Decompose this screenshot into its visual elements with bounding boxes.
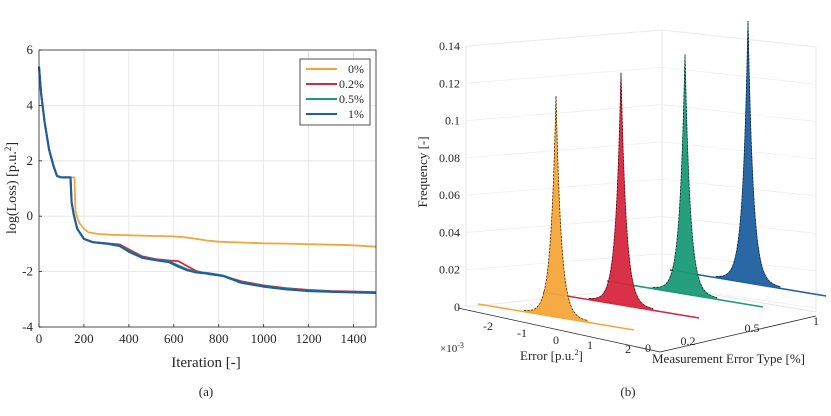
y-tick-label: 0 [27, 208, 34, 223]
wall-grid [661, 104, 817, 122]
x-tick-label: 0 [36, 331, 43, 346]
y-tick-label: -2 [22, 264, 33, 279]
x-axis-line [457, 307, 661, 353]
z-tick-label: 0.08 [439, 151, 460, 165]
tick-labels: 0 200 400 600 800 1000 1200 1400 -4 -2 0 2 4 6 [22, 42, 366, 346]
y-axis-label: log(Loss) [p.u.2] [3, 142, 20, 234]
z-tick-label: 0.04 [439, 225, 460, 239]
panel-label-b: (b) [620, 384, 635, 399]
z-tick-label: 0.14 [439, 39, 460, 53]
peak-0 [523, 95, 589, 322]
histogram-3d-chart: 00.020.040.060.080.10.120.14-2 -1 0 1 2 0 0.20… [415, 20, 827, 399]
x-tick-label: 1400 [341, 331, 367, 346]
x-tick-label: -1 [517, 326, 527, 340]
fit-curve [589, 72, 654, 309]
y-tick-label: 1 [813, 314, 819, 328]
x-tick-label: 1 [587, 338, 593, 352]
y-axis-label: Measurement Error Type [%] [652, 351, 805, 366]
x-tick-label: 600 [164, 331, 184, 346]
y-tick-label: 2 [27, 153, 34, 168]
x-tick-label: -2 [483, 319, 493, 333]
legend-label: 0.5% [339, 92, 364, 106]
legend-label: 0.2% [339, 77, 364, 91]
fit-curve [653, 54, 718, 298]
fit-curve [715, 20, 781, 287]
z-tick-label: 0.12 [439, 76, 460, 90]
tick-labels: 00.020.040.060.080.10.120.14-2 -1 0 1 2 0 0.20… [439, 39, 819, 356]
y-tick-label: -4 [22, 319, 33, 334]
loss-chart: 0 200 400 600 800 1000 1200 1400 -4 -2 0 2 4 6 Iterat… [3, 42, 377, 399]
y-axis-line [659, 315, 817, 353]
peak-0.2 [588, 72, 654, 310]
y-tick-label: 0.2 [681, 334, 696, 348]
base-ribbon [542, 291, 700, 319]
distribution-peaks [477, 20, 827, 331]
x-tick-label: 0 [553, 333, 559, 347]
fit-curve [523, 95, 589, 322]
base-ribbon [477, 303, 635, 331]
peak-0.5 [652, 54, 718, 299]
x-tick-label: 200 [74, 331, 94, 346]
wall-grid [465, 141, 663, 159]
x-tick-label: 2 [625, 342, 631, 356]
wall-grid [661, 66, 817, 85]
axes-box [38, 49, 377, 328]
series-line-4 [37, 66, 377, 294]
wall-grid [661, 29, 817, 48]
z-tick-label: 0.02 [439, 263, 460, 277]
wall-grid [465, 29, 663, 47]
wall-grid [465, 178, 663, 196]
z-axis-label: Frequency [-] [415, 136, 430, 207]
series-lines [37, 66, 377, 294]
z-tick-label: 0.06 [439, 188, 460, 202]
z-tick-label: 0.1 [445, 114, 460, 128]
z-tick-label: 0 [454, 300, 460, 314]
x-axis-label: Error [p.u.2] [520, 348, 583, 363]
wall-grid [465, 104, 663, 121]
x-tick-label: 1200 [296, 331, 322, 346]
x-axis-label: Iteration [-] [171, 355, 241, 371]
panel-label-a: (a) [199, 384, 213, 399]
x-tick-label: 1000 [251, 331, 277, 346]
wall-grid [465, 66, 663, 84]
y-tick-label: 0.5 [745, 321, 760, 335]
x-multiplier: ×10-3 [440, 341, 464, 355]
x-tick-label: 400 [119, 331, 139, 346]
legend-label: 1% [348, 107, 364, 121]
x-tick-label: 800 [209, 331, 229, 346]
legend: 0%0.2%0.5%1% [299, 58, 371, 126]
y-tick-label: 6 [27, 42, 34, 57]
wall-grid [465, 216, 663, 233]
y-tick-label: 4 [27, 97, 34, 112]
legend-label: 0% [348, 62, 364, 76]
y-tick-label: 0 [645, 341, 651, 355]
